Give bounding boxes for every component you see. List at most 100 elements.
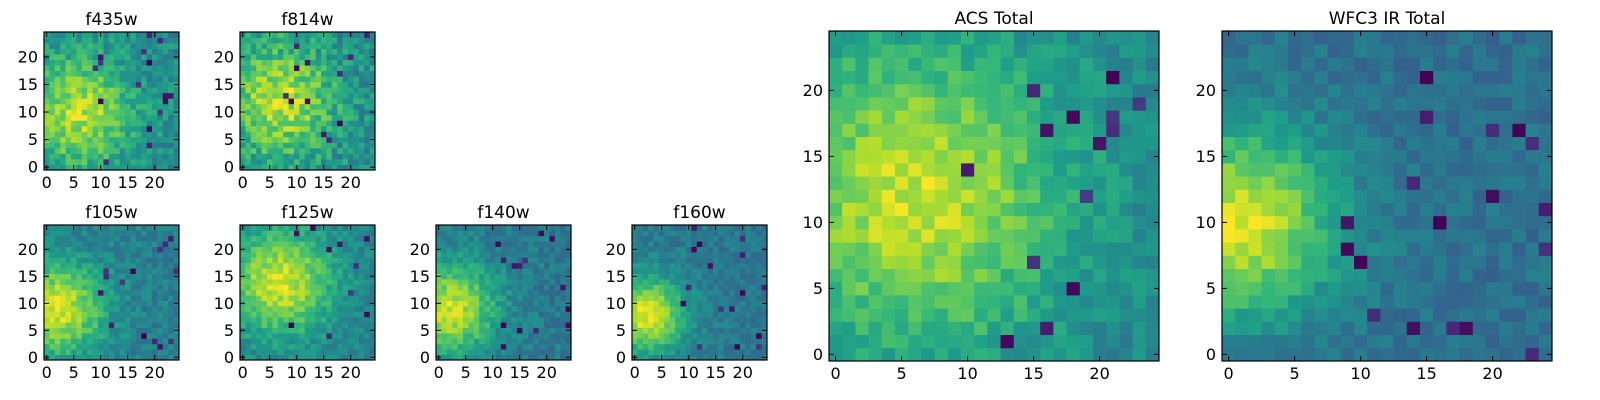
heatmap-cell — [152, 65, 158, 72]
heatmap-cell — [1235, 347, 1249, 362]
heatmap-cell — [315, 142, 322, 149]
heatmap-cell — [277, 289, 284, 296]
heatmap-cell — [245, 225, 252, 231]
y-tick-label: 5 — [420, 321, 430, 340]
heatmap-cell — [718, 338, 725, 345]
heatmap-cell — [1459, 189, 1474, 203]
heatmap-cell — [299, 142, 306, 149]
heatmap-cell — [1093, 295, 1107, 309]
heatmap-cell — [299, 37, 306, 44]
heatmap-cell — [294, 289, 300, 296]
heatmap-cell — [256, 295, 262, 301]
heatmap-cell — [65, 225, 72, 231]
heatmap-cell — [135, 284, 142, 291]
heatmap-cell — [495, 354, 502, 361]
heatmap-cell — [326, 241, 333, 247]
heatmap-cell — [987, 97, 1001, 111]
heatmap-cell — [65, 246, 72, 253]
heatmap-cell — [87, 252, 93, 258]
heatmap-cell — [1314, 189, 1328, 203]
heatmap-cell — [44, 70, 50, 77]
heatmap-cell — [146, 87, 153, 94]
heatmap-cell — [76, 81, 83, 88]
heatmap-cell — [315, 125, 322, 132]
heatmap-cell — [288, 92, 295, 99]
heatmap-cell — [364, 103, 370, 110]
heatmap-cell — [65, 147, 72, 154]
heatmap-cell — [87, 98, 93, 105]
heatmap-cell — [348, 158, 354, 165]
heatmap-cell — [321, 120, 327, 127]
heatmap-cell — [299, 87, 306, 94]
heatmap-cell — [686, 295, 692, 301]
heatmap-cell — [729, 300, 735, 307]
heatmap-cell — [1406, 334, 1421, 349]
heatmap-cell — [522, 295, 529, 301]
heatmap-cell — [680, 311, 687, 318]
heatmap-cell — [1472, 295, 1487, 309]
heatmap-cell — [1499, 202, 1513, 217]
heatmap-cell — [87, 333, 93, 339]
heatmap-cell — [299, 333, 306, 339]
heatmap-cell — [358, 343, 365, 350]
heatmap-cell — [261, 246, 268, 253]
heatmap-cell — [1301, 281, 1315, 296]
heatmap-cell — [331, 87, 338, 94]
heatmap-cell — [750, 338, 757, 345]
heatmap-cell — [76, 257, 83, 264]
heatmap-cell — [146, 70, 153, 77]
heatmap-cell — [87, 65, 93, 72]
heatmap-cell — [288, 289, 295, 296]
heatmap-cell — [49, 70, 56, 77]
heatmap-cell — [881, 70, 896, 85]
heatmap-cell — [761, 306, 768, 312]
heatmap-cell — [740, 268, 746, 274]
heatmap-cell — [560, 316, 566, 323]
heatmap-cell — [98, 147, 104, 154]
heatmap-cell — [921, 202, 935, 217]
heatmap-cell — [495, 327, 502, 334]
heatmap-cell — [92, 262, 99, 269]
heatmap-cell — [304, 306, 311, 312]
heatmap-cell — [1261, 281, 1276, 296]
heatmap-cell — [1013, 215, 1028, 230]
heatmap-cell — [358, 109, 365, 116]
heatmap-cell — [761, 284, 768, 291]
heatmap-cell — [691, 306, 698, 312]
heatmap-cell — [702, 295, 708, 301]
heatmap-cell — [272, 98, 279, 105]
heatmap-cell — [947, 97, 962, 111]
heatmap-cell — [304, 343, 311, 350]
heatmap-cell — [321, 103, 327, 110]
heatmap-cell — [294, 37, 300, 44]
heatmap-cell — [369, 65, 376, 72]
heatmap-cell — [490, 273, 496, 280]
heatmap-cell — [734, 343, 741, 350]
heatmap-cell — [1066, 136, 1081, 151]
heatmap-cell — [92, 284, 99, 291]
heatmap-cell — [436, 262, 442, 269]
heatmap-cell — [680, 225, 687, 231]
heatmap-cell — [369, 284, 376, 291]
heatmap-cell — [1132, 202, 1147, 217]
heatmap-cell — [734, 225, 741, 231]
heatmap-cell — [740, 252, 746, 258]
heatmap-cell — [696, 343, 703, 350]
y-tick-label: 0 — [616, 348, 626, 367]
heatmap-cell — [881, 149, 896, 164]
heatmap-cell — [527, 316, 534, 323]
heatmap-cell — [256, 114, 262, 121]
heatmap-cell — [326, 164, 333, 171]
heatmap-cell — [761, 295, 768, 301]
heatmap-cell — [723, 343, 730, 350]
heatmap-cell — [256, 131, 262, 138]
heatmap-cell — [947, 308, 962, 322]
heatmap-cell — [1525, 176, 1540, 190]
heatmap-cell — [637, 300, 644, 307]
heatmap-cell — [908, 123, 922, 137]
heatmap-cell — [1446, 229, 1460, 243]
heatmap-cell — [707, 349, 714, 355]
heatmap-cell — [245, 300, 252, 307]
heatmap-cell — [484, 284, 491, 291]
heatmap-cell — [473, 273, 480, 280]
